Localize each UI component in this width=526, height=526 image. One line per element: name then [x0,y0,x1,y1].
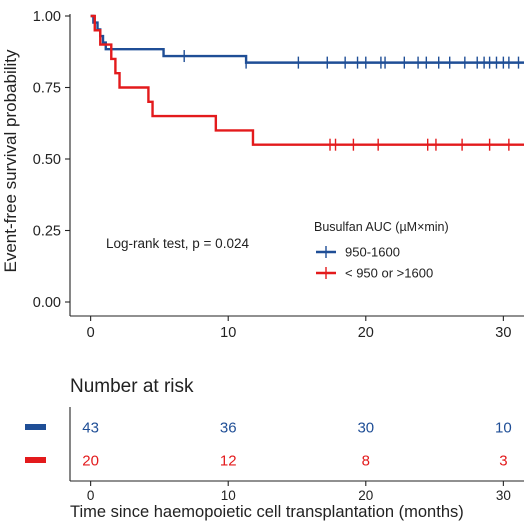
risk-count: 30 [357,420,374,437]
y-axis-ticks: 0.00 0.25 0.50 0.75 1.00 [33,9,70,311]
x-tick-label: 10 [220,325,236,341]
y-tick-label: 1.00 [33,9,61,25]
legend-label: < 950 or >1600 [345,266,433,281]
risk-table-x-ticks: 0 10 20 30 [87,481,511,503]
y-axis-title: Event-free survival probability [1,49,20,272]
risk-count: 36 [220,420,237,437]
y-tick-label: 0.50 [33,152,61,168]
survival-curve [90,14,524,146]
x-tick-label: 30 [495,325,511,341]
y-tick-label: 0.25 [33,224,61,240]
risk-x-tick-label: 20 [358,488,373,503]
y-tick-label: 0.00 [33,295,61,311]
risk-table: Number at risk 43 36 30 10 20 12 8 3 0 10 20 30 Ti… [25,376,524,521]
risk-x-tick-label: 0 [87,488,95,503]
risk-table-rows: 43 36 30 10 20 12 8 3 [25,420,512,470]
survival-curves [90,14,524,151]
risk-row-key [25,457,46,463]
risk-table-title: Number at risk [70,376,194,397]
x-tick-label: 0 [87,325,95,341]
risk-count: 8 [362,453,370,470]
survival-plot: 0.00 0.25 0.50 0.75 1.00 0 10 20 30 Event-free … [1,9,524,341]
legend-label: 950-1600 [345,245,400,260]
risk-x-tick-label: 10 [221,488,236,503]
x-tick-label: 20 [358,325,374,341]
risk-count: 43 [82,420,99,437]
legend: Busulfan AUC (µM×min) 950-1600 < 950 or >… [314,220,449,281]
log-rank-annotation: Log-rank test, p = 0.024 [106,236,249,251]
risk-count: 10 [495,420,512,437]
risk-row-key [25,424,46,430]
x-axis-title: Time since haemopoietic cell transplanta… [70,503,464,521]
legend-entries: 950-1600 < 950 or >1600 [316,245,433,281]
x-axis-ticks: 0 10 20 30 [87,316,511,341]
risk-count: 3 [499,453,507,470]
risk-x-tick-label: 30 [496,488,511,503]
risk-count: 20 [82,453,99,470]
risk-count: 12 [220,453,237,470]
y-tick-label: 0.75 [33,81,61,97]
legend-title: Busulfan AUC (µM×min) [314,220,449,234]
